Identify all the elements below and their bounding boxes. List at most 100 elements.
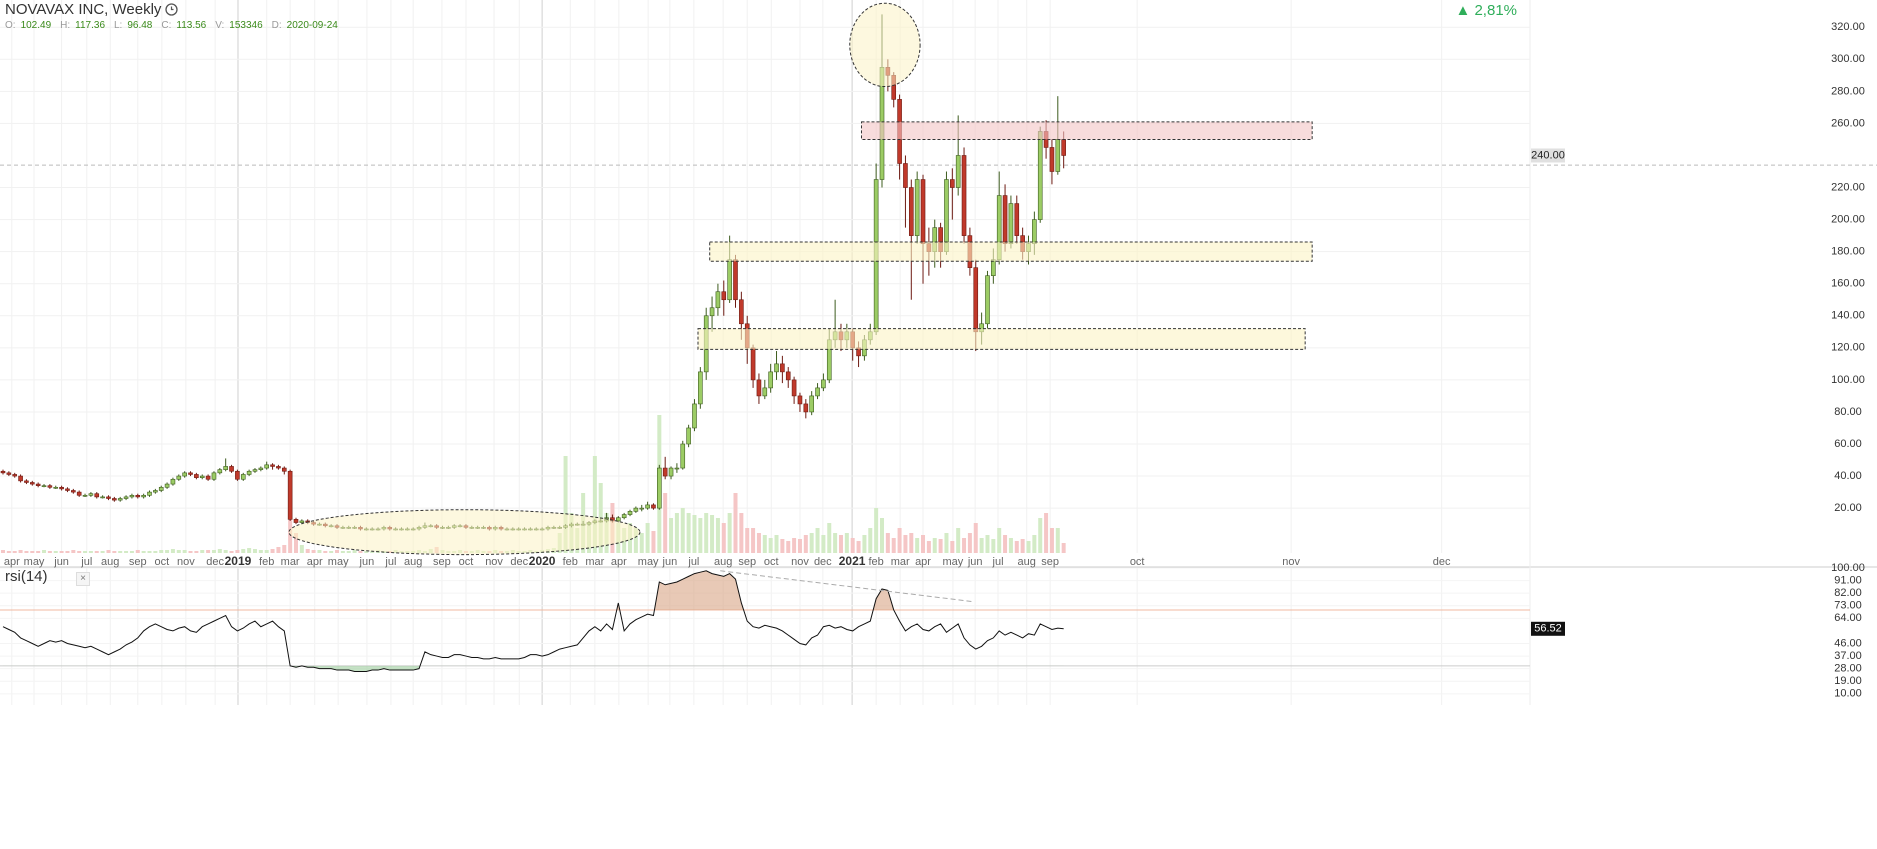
candle-body	[815, 387, 820, 397]
volume-bar	[710, 515, 715, 553]
y-tick-label: 180.00	[1831, 246, 1865, 258]
x-tick-label: nov	[177, 556, 195, 568]
volume-bar	[692, 515, 697, 553]
candle-body	[0, 470, 6, 474]
volume-bar	[235, 550, 240, 553]
x-tick-label: aug	[101, 556, 119, 568]
x-tick-label: feb	[563, 556, 578, 568]
x-tick-label: nov	[485, 556, 503, 568]
candle-body	[147, 491, 152, 496]
candle-body	[246, 470, 252, 475]
x-tick-label: aug	[404, 556, 422, 568]
volume-bar	[698, 518, 703, 553]
volume-bar	[258, 550, 263, 553]
legend-item: H: 117.36	[60, 20, 105, 31]
x-tick-label: dec	[510, 556, 528, 568]
volume-bar	[305, 549, 310, 553]
volume-bar	[77, 551, 82, 553]
volume-bar	[36, 551, 41, 553]
candle-body	[914, 179, 920, 236]
volume-bar	[294, 533, 298, 553]
candle-body	[293, 519, 299, 523]
volume-bar	[200, 550, 205, 553]
volume-bar	[674, 513, 679, 553]
y-tick-label: 80.00	[1834, 406, 1862, 418]
volume-bar	[862, 535, 867, 553]
volume-bar	[165, 550, 170, 553]
x-tick-label: feb	[868, 556, 883, 568]
volume-bar	[639, 533, 644, 553]
legend-value: 2020-09-24	[286, 20, 338, 31]
candle-body	[733, 259, 738, 301]
y-tick-label: 40.00	[1834, 470, 1862, 482]
candle-body	[809, 395, 814, 413]
candle-body	[205, 475, 211, 480]
y-tick-label: 160.00	[1831, 278, 1865, 290]
volume-bar	[850, 538, 855, 553]
legend-key: V:	[215, 20, 225, 31]
volume-bar	[217, 549, 222, 553]
volume-bar	[94, 551, 99, 553]
x-tick-label: may	[638, 556, 659, 568]
candle-body	[53, 486, 59, 489]
x-tick-label: feb	[259, 556, 274, 568]
x-tick-label: jul	[80, 556, 92, 568]
y-tick-label: 200.00	[1831, 214, 1865, 226]
candle-body	[768, 371, 773, 389]
candle-body	[785, 371, 791, 381]
candle-body	[158, 486, 164, 491]
legend-value: 96.48	[127, 20, 153, 31]
candle-body	[188, 472, 193, 475]
candle-body	[821, 379, 826, 389]
candle-body	[639, 507, 645, 510]
candle-body	[270, 464, 275, 467]
x-tick-label: oct	[1130, 556, 1145, 568]
candle-body	[129, 494, 135, 498]
volume-bar	[42, 550, 47, 553]
x-tick-label: may	[328, 556, 349, 568]
volume-bar	[317, 550, 322, 553]
candle-body	[299, 520, 305, 523]
volume-bar	[815, 528, 820, 553]
x-tick-label: aug	[714, 556, 732, 568]
rsi-tick-label: 100.00	[1831, 562, 1865, 574]
legend-item: O: 102.49	[5, 20, 51, 31]
x-tick-label: mar	[281, 556, 300, 568]
candle-body	[780, 363, 785, 373]
candle-body	[176, 475, 182, 480]
volume-bar	[844, 533, 849, 553]
candle-body	[692, 403, 697, 429]
volume-bar	[979, 538, 984, 553]
last-price-label: 240.00	[1531, 149, 1565, 161]
volume-bar	[53, 551, 58, 553]
close-button[interactable]: ×	[76, 572, 90, 586]
volume-bar	[962, 538, 967, 553]
legend-value: 102.49	[20, 20, 52, 31]
legend-key: C:	[161, 20, 172, 31]
volume-bar	[1061, 543, 1066, 553]
volume-bar	[727, 513, 732, 553]
volume-bar	[188, 551, 193, 553]
candle-body	[1014, 203, 1020, 236]
volume-bar	[797, 539, 802, 553]
volume-bar	[352, 550, 357, 553]
volume-bar	[704, 513, 709, 553]
volume-bar	[715, 518, 720, 553]
volume-bar	[241, 549, 246, 553]
candle-body	[217, 469, 223, 474]
candle-body	[123, 496, 129, 499]
candle-body	[264, 464, 270, 469]
x-tick-label: apr	[4, 556, 20, 568]
x-tick-label: jul	[992, 556, 1004, 568]
volume-bar	[967, 533, 972, 553]
volume-bar	[30, 551, 35, 553]
volume-bar	[206, 550, 211, 553]
x-tick-label: mar	[585, 556, 604, 568]
candle-body	[59, 486, 64, 490]
candle-body	[674, 467, 680, 470]
y-tick-label: 280.00	[1831, 85, 1865, 97]
candle-body	[18, 475, 23, 482]
x-tick-label: jul	[687, 556, 699, 568]
candle-body	[615, 517, 621, 522]
